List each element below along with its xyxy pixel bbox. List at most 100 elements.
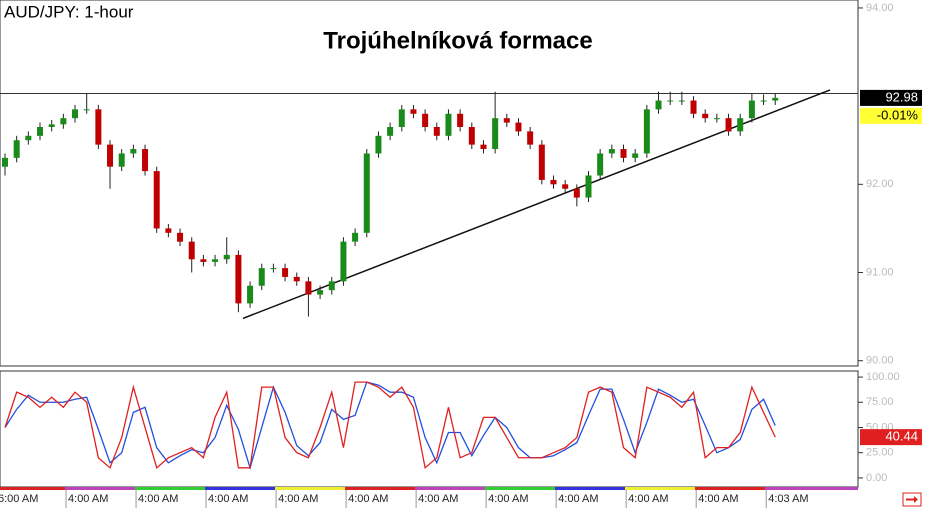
change-label: -0.01% (877, 107, 919, 122)
candle-body (480, 144, 487, 150)
price-panel (0, 0, 859, 367)
candle-body (2, 157, 8, 167)
x-tick-label: 4:00 AM (68, 493, 108, 505)
candle-body (328, 281, 335, 291)
candle-body (200, 259, 207, 262)
candle-body (48, 124, 55, 127)
candle-body (702, 113, 709, 119)
candle-body (445, 113, 452, 136)
y-tick-label: 25.00 (866, 447, 894, 459)
candle-body (515, 122, 522, 132)
candle-body (305, 281, 312, 295)
session-bar (0, 487, 858, 490)
y-tick-label: 92.00 (866, 178, 894, 190)
candle-body (492, 118, 499, 150)
candle-body (620, 149, 627, 158)
candle-body (282, 268, 289, 277)
y-tick-label: 75.00 (866, 396, 894, 408)
candle-body (527, 131, 534, 145)
candle-body (398, 109, 405, 127)
candle-body (550, 179, 557, 185)
candle-body (270, 268, 277, 270)
candle-body (165, 228, 172, 233)
candle-body (37, 126, 44, 136)
x-tick-label: 4:00 AM (208, 493, 248, 505)
candle-body (188, 241, 195, 260)
x-tick-label: 4:00 AM (488, 493, 528, 505)
candle-body (363, 153, 370, 233)
candle-body (235, 254, 242, 304)
x-tick-label: 4:00 AM (558, 493, 598, 505)
candle-body (690, 100, 697, 114)
y-tick-label: 0.00 (866, 472, 887, 484)
change-label-box (860, 107, 922, 124)
candle-body (573, 188, 580, 198)
candle-body (375, 135, 382, 154)
candle-body (223, 254, 230, 260)
candle-body (748, 100, 755, 119)
candle-body (25, 135, 32, 141)
x-tick-label: 4:00 AM (278, 493, 318, 505)
candle-body (293, 276, 300, 282)
candle-body (83, 109, 90, 111)
x-tick-label: 4:00 AM (698, 493, 738, 505)
candle-body (632, 153, 639, 158)
scroll-icon[interactable] (902, 492, 922, 507)
x-tick-label: 6:00 AM (0, 493, 38, 505)
candle-body (422, 113, 429, 127)
y-tick-label: 90.00 (866, 355, 894, 367)
candle-body (247, 285, 254, 304)
candle-body (713, 118, 720, 120)
candle-body (433, 126, 440, 136)
candle-body (760, 100, 767, 102)
x-tick-label: 4:00 AM (138, 493, 178, 505)
candle-body (258, 268, 265, 286)
candle-body (468, 126, 475, 145)
candle-body (725, 118, 732, 132)
y-tick-label: 94.00 (866, 2, 894, 14)
chart-subtitle: AUD/JPY: 1-hour (4, 2, 134, 21)
candle-body (562, 184, 569, 189)
candle-body (457, 113, 464, 127)
candle-body (503, 118, 510, 123)
chart-title: Trojúhelníková formace (323, 27, 592, 54)
oscillator-label: 40.44 (885, 429, 918, 444)
y-tick-label: 100.00 (866, 371, 900, 383)
candle-body (597, 153, 604, 176)
candle-body (118, 153, 125, 167)
oscillator-label-box (860, 429, 922, 446)
candle-body (678, 100, 685, 102)
candle-body (72, 109, 79, 119)
candle-body (142, 149, 149, 172)
x-tick-label: 4:00 AM (628, 493, 668, 505)
candle-body (655, 100, 662, 110)
oscillator-line (4, 381, 776, 471)
x-tick-label: 4:00 AM (418, 493, 458, 505)
x-tick-label: 4:00 AM (348, 493, 388, 505)
x-tick-label: 4:03 AM (768, 493, 808, 505)
oscillator-panel (0, 370, 859, 488)
candle-body (772, 97, 779, 101)
price-label: 92.98 (885, 89, 918, 104)
candle-body (538, 144, 545, 180)
candle-body (107, 144, 114, 167)
candle-body (60, 118, 67, 125)
candle-body (643, 109, 650, 154)
candle-body (585, 175, 592, 198)
candle-body (410, 109, 417, 114)
candle-body (387, 126, 394, 136)
candle-body (317, 290, 324, 295)
candle-body (153, 171, 160, 229)
candle-body (352, 232, 359, 242)
candle-body (667, 100, 674, 102)
candle-body (13, 140, 20, 158)
candle-body (212, 259, 219, 262)
price-label-box (860, 89, 922, 106)
candle-body (608, 149, 615, 154)
oscillator-line (4, 381, 776, 470)
candle-body (737, 118, 744, 132)
candle-body (130, 149, 137, 154)
y-tick-label: 91.00 (866, 266, 894, 278)
candle-body (95, 109, 102, 145)
